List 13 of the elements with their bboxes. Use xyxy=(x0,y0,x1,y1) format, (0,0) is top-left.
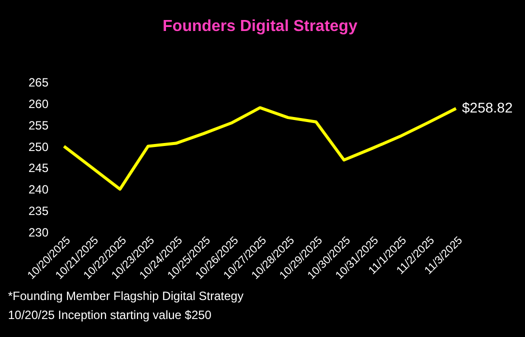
chart-title: Founders Digital Strategy xyxy=(162,18,358,35)
text: *Founding Member Flagship Digital Strategy xyxy=(8,289,244,303)
y-tick-label: 250 xyxy=(28,140,49,154)
y-tick-label: 235 xyxy=(28,204,49,218)
y-tick-label: 240 xyxy=(28,182,49,197)
text: 10/20/25 Inception starting value $250 xyxy=(8,308,212,322)
y-tick-label: 245 xyxy=(28,161,49,176)
y-tick-label: 255 xyxy=(28,118,49,132)
y-tick-label: 265 xyxy=(28,76,49,90)
line-series xyxy=(62,106,458,191)
y-tick-label: 230 xyxy=(28,226,49,240)
y-tick-label: 260 xyxy=(28,96,49,111)
data-label: $258.82 xyxy=(462,99,513,116)
